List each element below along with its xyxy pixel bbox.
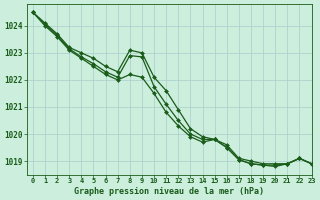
X-axis label: Graphe pression niveau de la mer (hPa): Graphe pression niveau de la mer (hPa) xyxy=(74,187,264,196)
